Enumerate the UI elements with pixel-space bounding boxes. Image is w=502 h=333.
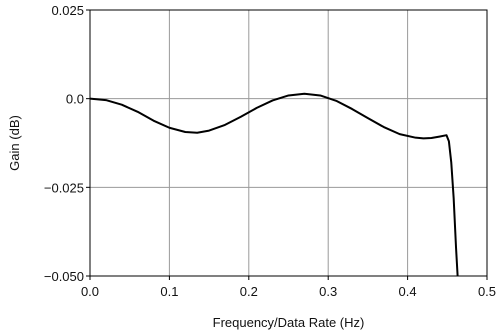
y-axis-ticks: 0.025 0.0 −0.025 −0.050 [44,3,90,284]
gain-series-line [89,92,459,277]
y-tick-label: 0.0 [66,92,84,107]
x-axis-ticks: 0.0 0.1 0.2 0.3 0.4 0.5 [81,276,496,299]
plot-frame [89,9,488,277]
y-tick-label: 0.025 [51,3,84,18]
x-tick-label: 0.4 [399,284,417,299]
x-tick-label: 0.1 [160,284,178,299]
x-tick-label: 0.2 [240,284,258,299]
x-tick-label: 0.5 [478,284,496,299]
x-axis-title: Frequency/Data Rate (Hz) [213,315,365,330]
y-tick-label: −0.050 [44,269,84,284]
grid-lines [90,10,487,276]
series-group [89,92,459,277]
x-tick-label: 0.0 [81,284,99,299]
x-tick-label: 0.3 [319,284,337,299]
y-tick-label: −0.025 [44,180,84,195]
y-axis-title: Gain (dB) [7,115,22,171]
